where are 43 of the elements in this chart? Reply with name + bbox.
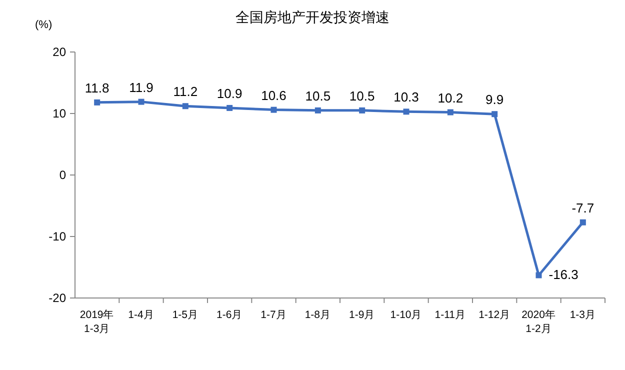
point xyxy=(447,109,454,116)
point xyxy=(270,106,277,113)
y-tick-label: -20 xyxy=(48,291,66,305)
point xyxy=(492,111,498,118)
y-tick-label: 0 xyxy=(59,168,66,182)
data-label: 10.9 xyxy=(216,86,242,101)
data-label: 10.5 xyxy=(349,88,375,104)
data-label: 11.2 xyxy=(173,84,198,100)
x-tick-label: 2019年 1-3月 xyxy=(80,309,114,335)
data-label: 10.5 xyxy=(305,88,331,104)
x-tick-label: 1-6月 xyxy=(216,309,243,321)
y-tick-label: 10 xyxy=(52,106,66,120)
point xyxy=(580,219,586,226)
data-label: 9.9 xyxy=(486,92,504,108)
data-label: -16.3 xyxy=(548,267,578,282)
point xyxy=(138,98,144,105)
x-tick-label: 1-12月 xyxy=(478,309,511,321)
x-tick-label: 1-11月 xyxy=(434,309,466,321)
x-tick-label: 1-4月 xyxy=(128,309,154,321)
point xyxy=(536,272,542,278)
x-tick-label: 1-10月 xyxy=(390,309,422,321)
point xyxy=(94,99,100,106)
x-tick-label: 1-9月 xyxy=(348,309,376,321)
data-label: 10.3 xyxy=(394,90,419,105)
point xyxy=(182,103,188,110)
point xyxy=(403,108,410,115)
point xyxy=(314,107,321,114)
data-label: 10.6 xyxy=(261,88,286,103)
data-label: 11.9 xyxy=(129,80,154,95)
x-tick-label: 2020年 1-2月 xyxy=(522,309,556,335)
y-axis-title: (%) xyxy=(35,19,52,31)
point xyxy=(359,107,366,114)
y-tick-label: -10 xyxy=(48,230,66,244)
y-tick-label: 20 xyxy=(52,45,66,59)
data-label: -7.7 xyxy=(572,200,594,216)
data-label: 10.2 xyxy=(438,90,464,106)
x-tick-label: 1-3月 xyxy=(570,309,596,321)
x-tick-label: 1-8月 xyxy=(304,309,332,321)
point xyxy=(226,104,233,111)
x-tick-label: 1-5月 xyxy=(172,309,199,321)
data-label: 11.8 xyxy=(84,80,110,96)
chart-title: 全国房地产开发投资增速 xyxy=(236,9,390,25)
x-tick-label: 1-7月 xyxy=(260,309,287,321)
